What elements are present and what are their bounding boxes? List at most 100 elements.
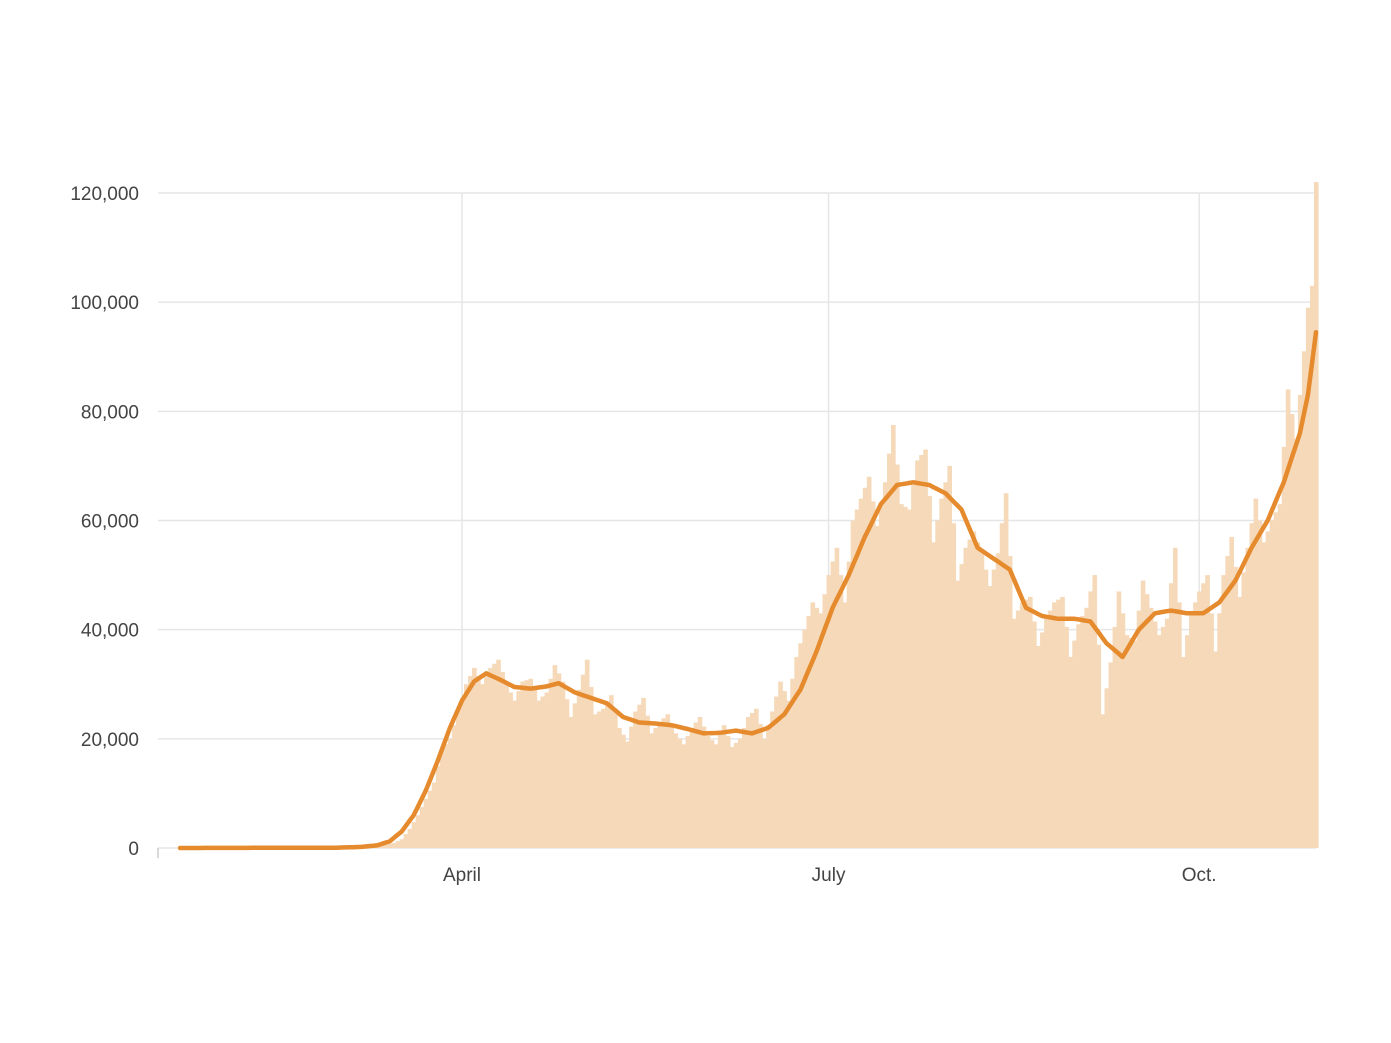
- daily-bar: [882, 482, 888, 848]
- daily-bar: [1144, 594, 1150, 848]
- daily-bar: [1108, 662, 1114, 848]
- daily-bar: [903, 506, 908, 848]
- daily-bar: [826, 575, 832, 848]
- daily-bar: [1217, 613, 1222, 848]
- daily-bar: [1285, 389, 1291, 848]
- daily-bar: [681, 744, 687, 848]
- daily-bar: [1213, 651, 1218, 848]
- daily-bar: [407, 828, 413, 848]
- daily-bar: [1172, 547, 1178, 848]
- daily-bar: [919, 455, 924, 848]
- daily-bar: [774, 696, 779, 848]
- daily-bar: [971, 531, 977, 848]
- daily-bar: [1096, 644, 1102, 848]
- daily-bar: [1060, 596, 1065, 848]
- daily-bar: [891, 424, 896, 848]
- daily-bar: [391, 843, 397, 848]
- daily-bar: [1076, 624, 1081, 848]
- daily-bar: [737, 738, 743, 848]
- daily-bar: [423, 798, 429, 849]
- daily-bar: [1289, 414, 1295, 848]
- daily-bar: [870, 501, 876, 848]
- daily-bar: [951, 523, 957, 848]
- daily-bar: [673, 733, 679, 849]
- daily-bar: [721, 725, 727, 848]
- daily-bar: [999, 523, 1005, 848]
- daily-bar: [403, 834, 409, 848]
- daily-bar: [1140, 580, 1146, 848]
- daily-bar: [1237, 596, 1243, 848]
- daily-bar: [580, 674, 586, 848]
- daily-bar: [1209, 613, 1214, 848]
- daily-bar: [1189, 613, 1194, 848]
- daily-bar: [1015, 610, 1021, 848]
- daily-bar: [411, 822, 417, 848]
- daily-bar: [1104, 688, 1110, 848]
- daily-bar: [532, 689, 538, 848]
- daily-bar: [741, 727, 747, 848]
- daily-bar: [790, 678, 795, 848]
- daily-bar: [476, 676, 481, 848]
- daily-bar: [447, 738, 453, 848]
- daily-bar: [927, 495, 932, 848]
- daily-bar: [613, 711, 618, 848]
- daily-bar: [556, 673, 562, 848]
- daily-bar: [754, 708, 759, 848]
- daily-bar: [838, 575, 844, 848]
- daily-bar: [1205, 575, 1210, 848]
- daily-bar: [455, 711, 461, 848]
- daily-bar: [1023, 599, 1029, 848]
- daily-bar: [1197, 591, 1202, 848]
- daily-bar: [1100, 714, 1106, 848]
- daily-bar: [661, 718, 667, 848]
- daily-bar: [419, 807, 425, 848]
- daily-bar: [858, 498, 864, 848]
- daily-bar: [536, 700, 542, 849]
- daily-bar: [1136, 610, 1142, 848]
- daily-bar: [415, 815, 421, 848]
- daily-bar: [846, 561, 852, 848]
- daily-bar: [955, 580, 961, 848]
- daily-bar: [1080, 616, 1085, 848]
- daily-bar: [709, 740, 715, 848]
- daily-bars: [186, 182, 1319, 849]
- daily-bar: [814, 607, 820, 848]
- x-tick-label: April: [443, 865, 481, 886]
- daily-bar: [866, 476, 872, 848]
- daily-bar: [745, 717, 751, 848]
- daily-bar: [439, 749, 445, 848]
- daily-bar: [633, 711, 638, 848]
- daily-bar: [995, 553, 1001, 848]
- daily-bar: [1229, 536, 1235, 849]
- daily-bar: [1032, 621, 1037, 848]
- daily-bar: [935, 520, 940, 848]
- daily-bar: [1132, 640, 1138, 848]
- daily-bar: [798, 643, 803, 848]
- daily-bar: [1072, 640, 1077, 848]
- daily-bar: [713, 744, 719, 848]
- daily-bar: [564, 699, 570, 848]
- daily-bar: [725, 736, 731, 848]
- daily-bar: [758, 723, 763, 848]
- daily-bar: [576, 689, 582, 848]
- daily-bar: [383, 844, 389, 848]
- daily-bar: [1293, 438, 1299, 849]
- daily-bar: [1261, 542, 1267, 848]
- daily-bar: [560, 681, 566, 848]
- daily-bar: [1128, 637, 1134, 848]
- daily-bar: [1052, 602, 1057, 849]
- daily-bar: [431, 782, 437, 848]
- daily-bar: [1185, 635, 1190, 849]
- daily-bar: [1011, 618, 1017, 848]
- average-line-layer: [177, 329, 1319, 851]
- daily-bar: [609, 695, 614, 848]
- y-tick-label: 40,000: [81, 621, 139, 642]
- daily-bar: [782, 691, 787, 848]
- daily-bar: [1156, 635, 1162, 849]
- seven-day-average-line: [177, 329, 1319, 851]
- daily-bar: [625, 741, 630, 848]
- daily-bar: [552, 665, 558, 848]
- daily-bar: [677, 738, 683, 848]
- x-tick-label: July: [812, 865, 846, 886]
- daily-bar: [1253, 498, 1259, 848]
